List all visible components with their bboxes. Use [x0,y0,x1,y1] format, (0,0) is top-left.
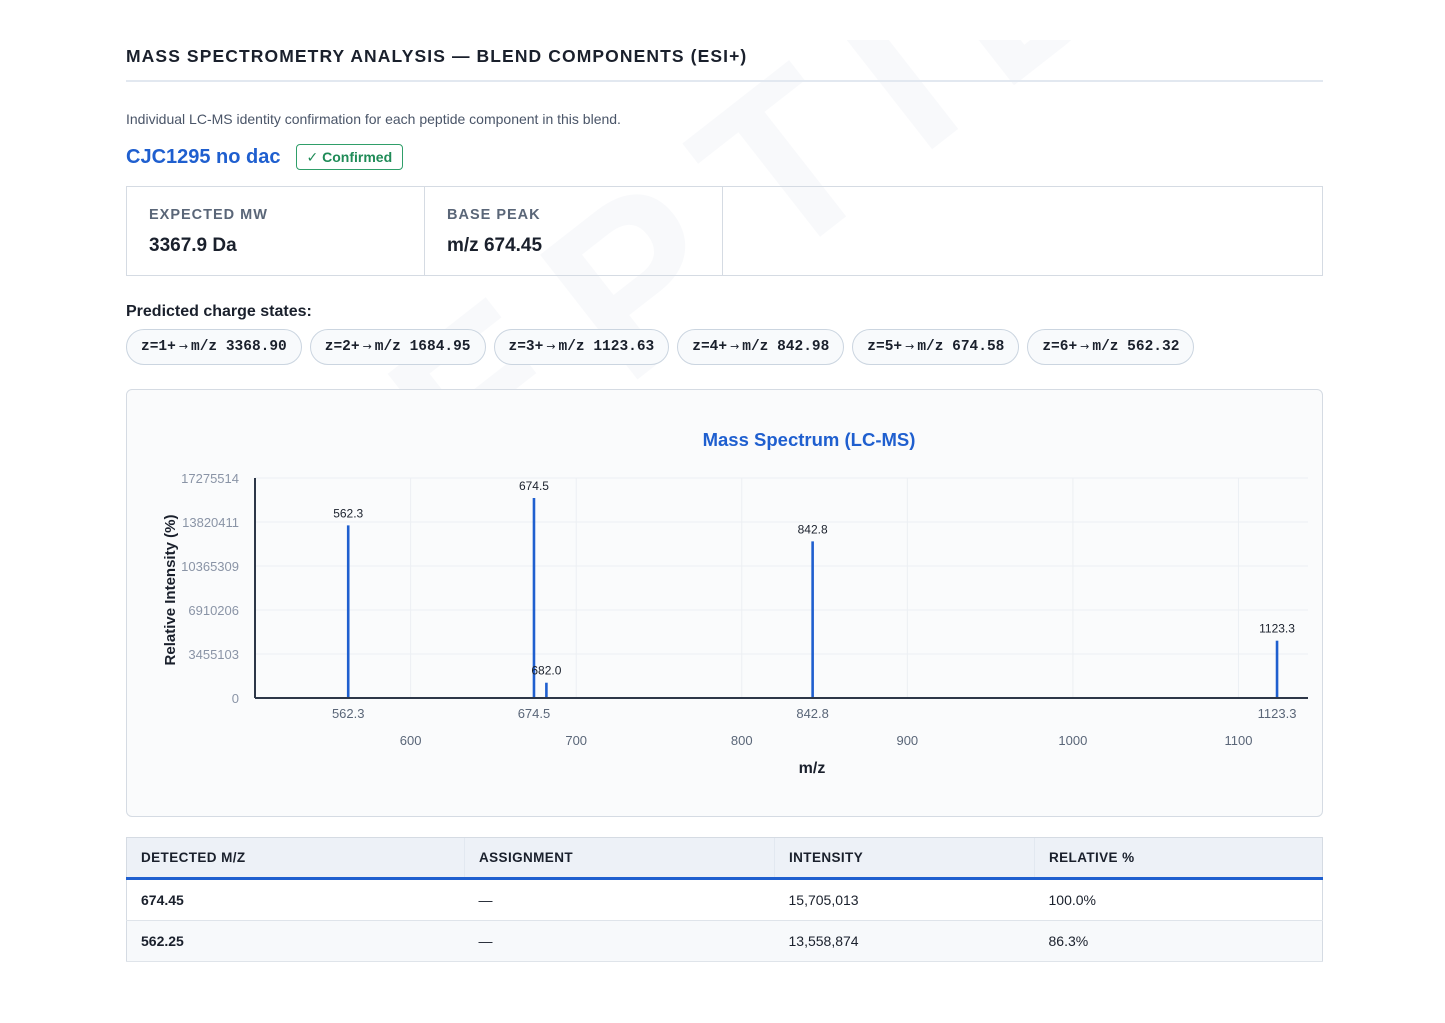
cell-assignment: — [464,920,775,962]
peak-axis-label: 674.5 [518,706,551,721]
stat-label: BASE PEAK [447,207,541,223]
stat-base-peak: BASE PEAK m/z 674.45 [425,187,723,275]
cell-mz: 674.45 [126,878,465,921]
x-tick-label: 1100 [1224,733,1252,748]
stat-value: 3367.9 Da [149,235,237,256]
charge-mz: m/z 1684.95 [374,339,471,355]
x-tick-label: 1000 [1058,733,1087,748]
col-assignment: ASSIGNMENT [464,837,775,880]
arrow-icon: → [546,340,556,353]
peak-label: 842.8 [798,522,828,536]
table-row: 562.25 — 13,558,874 86.3% [126,920,1323,962]
x-tick-label: 600 [400,733,422,748]
charge-label: z=5+ [867,339,903,355]
charge-state-chip: z=5+ → m/z 674.58 [852,329,1020,365]
peak-axis-label: 562.3 [332,706,365,721]
y-tick-label: 17275514 [181,471,239,486]
charge-mz: m/z 842.98 [742,339,830,355]
peak-label: 674.5 [519,479,549,493]
y-tick-label: 0 [232,691,239,706]
y-axis-ticks: 0 3455103 6910206 10365309 13820411 17275514 [181,471,239,706]
y-tick-label: 13820411 [182,515,239,530]
col-relative: RELATIVE % [1034,837,1323,880]
stat-empty [723,187,1322,275]
stat-value: m/z 674.45 [447,235,543,256]
component-header: CJC1295 no dac ✓ Confirmed [126,142,1323,172]
peak-label: 1123.3 [1259,622,1295,636]
section-intro: Individual LC-MS identity confirmation f… [126,111,621,127]
charge-label: z=4+ [692,339,728,355]
cell-relative: 100.0% [1034,878,1323,921]
arrow-icon: → [362,340,372,353]
peak-label: 562.3 [333,506,363,520]
charge-label: z=1+ [141,339,176,355]
col-detected-mz: DETECTED M/Z [126,837,465,880]
col-intensity: INTENSITY [774,837,1035,880]
x-axis-ticks: 600 700 800 900 1000 1100 [400,733,1253,748]
x-axis-label: m/z [799,760,826,777]
y-axis-label: Relative Intensity (%) [162,515,179,666]
cell-assignment: — [464,878,775,921]
table-header-row: DETECTED M/Z ASSIGNMENT INTENSITY RELATI… [126,837,1323,880]
cell-mz: 562.25 [126,920,465,962]
charge-mz: m/z 1123.63 [558,339,655,355]
x-tick-label: 700 [565,733,587,748]
charge-mz: m/z 3368.90 [191,339,287,355]
charge-label: z=3+ [508,339,544,355]
cell-relative: 86.3% [1034,920,1323,962]
charge-label: z=6+ [1042,339,1078,355]
x-tick-label: 900 [896,733,918,748]
charge-state-chip: z=6+ → m/z 562.32 [1027,329,1195,365]
peak-label: 682.0 [531,664,561,678]
x-tick-label: 800 [731,733,753,748]
stats-row: EXPECTED MW 3367.9 Da BASE PEAK m/z 674.… [126,186,1323,276]
spectrum-peaks: 562.3 674.5 682.0 842.8 1123.3 [333,479,1295,698]
component-name: CJC1295 no dac [126,145,281,168]
arrow-icon: → [178,340,189,353]
arrow-icon: → [1080,340,1090,353]
peak-axis-label: 842.8 [796,706,829,721]
charge-state-chip: z=1+ → m/z 3368.90 [126,329,302,365]
chart-title: Mass Spectrum (LC-MS) [703,429,916,450]
table-row: 674.45 — 15,705,013 100.0% [126,878,1323,921]
charge-states-title: Predicted charge states: [126,303,312,320]
charge-state-chip: z=4+ → m/z 842.98 [677,329,845,365]
cell-intensity: 13,558,874 [774,920,1035,962]
status-badge: ✓ Confirmed [295,144,404,170]
arrow-icon: → [730,340,740,353]
mass-spectrum-card: Mass Spectrum (LC-MS) 0 3455103 6910206 103… [126,389,1323,817]
section-title: MASS SPECTROMETRY ANALYSIS — BLEND COMPO… [126,45,1323,82]
blend-components-section: MASS SPECTROMETRY ANALYSIS — BLEND COMPO… [126,0,1323,962]
charge-states-list: z=1+ → m/z 3368.90 z=2+ → m/z 1684.95 z=3+ → m… [126,329,1323,365]
charge-mz: m/z 674.58 [917,339,1005,355]
stat-expected-mw: EXPECTED MW 3367.9 Da [127,187,425,275]
stat-label: EXPECTED MW [149,207,268,223]
peak-axis-labels: 562.3 674.5 842.8 1123.3 [332,706,1296,721]
mass-spectrum-chart: Mass Spectrum (LC-MS) 0 3455103 6910206 103… [162,429,1308,777]
y-tick-label: 6910206 [188,603,239,618]
grid-lines [255,477,1308,698]
charge-mz: m/z 562.32 [1092,339,1180,355]
charge-state-chip: z=2+ → m/z 1684.95 [309,329,486,365]
charge-label: z=2+ [324,339,360,355]
y-tick-label: 3455103 [188,647,239,662]
y-tick-label: 10365309 [181,559,239,574]
charge-state-chip: z=3+ → m/z 1123.63 [493,329,670,365]
peak-axis-label: 1123.3 [1258,706,1297,721]
peak-table: DETECTED M/Z ASSIGNMENT INTENSITY RELATI… [126,837,1323,962]
arrow-icon: → [905,340,915,353]
cell-intensity: 15,705,013 [774,878,1035,921]
